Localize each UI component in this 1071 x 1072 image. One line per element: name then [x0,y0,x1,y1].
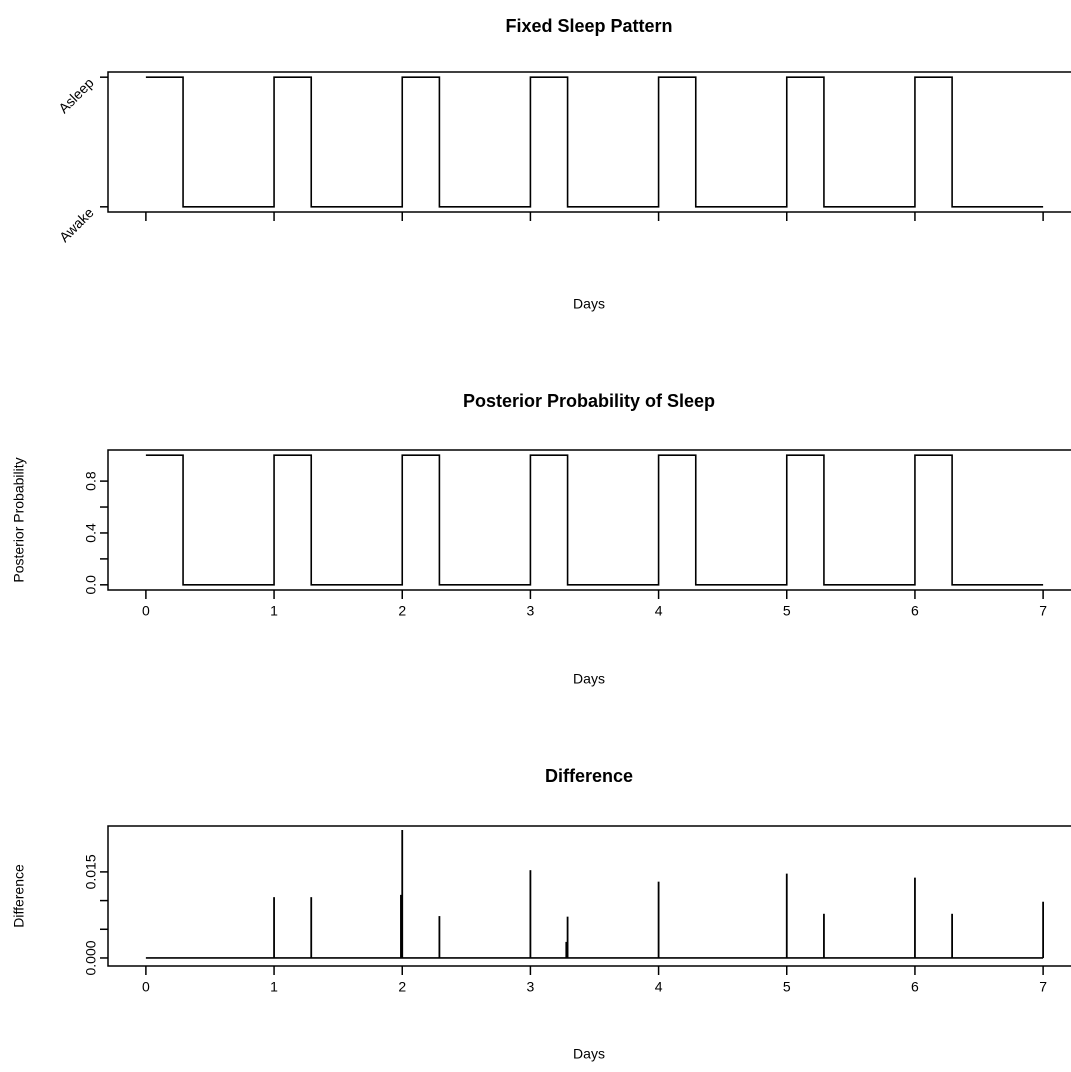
y-tick-label: 0.4 [83,523,99,543]
chart-title: Fixed Sleep Pattern [505,16,672,36]
y-tick-label: 0.0 [83,575,99,595]
y-axis-label: Difference [11,864,27,928]
x-axis-label: Days [573,671,605,687]
x-tick-label: 3 [527,979,535,995]
x-tick-label: 2 [398,603,406,619]
x-tick-label: 7 [1039,603,1047,619]
y-axis-label: Posterior Probability [11,457,27,582]
chart-title: Posterior Probability of Sleep [463,391,715,411]
x-tick-label: 4 [655,979,663,995]
step-line [145,454,1044,586]
plot-frame [107,71,1071,213]
x-axis-label: Days [573,1046,605,1062]
x-tick-label: 0 [142,603,150,619]
chart-title: Difference [545,766,633,786]
x-tick-label: 6 [911,979,919,995]
y-tick-label: 0.015 [83,854,99,889]
x-tick-label: 4 [655,603,663,619]
x-tick-label: 5 [783,979,791,995]
x-tick-label: 5 [783,603,791,619]
plot-frame [107,825,1071,967]
plot-frame [107,449,1071,591]
x-tick-label: 2 [398,979,406,995]
x-axis-label: Days [573,296,605,312]
x-tick-label: 1 [270,603,278,619]
y-tick-label: 0.000 [83,940,99,975]
y-tick-label: Asleep [55,74,97,116]
x-tick-label: 1 [270,979,278,995]
y-tick-label: 0.8 [83,471,99,491]
x-tick-label: 7 [1039,979,1047,995]
x-tick-label: 3 [527,603,535,619]
x-tick-label: 0 [142,979,150,995]
x-tick-label: 6 [911,603,919,619]
step-line [145,76,1044,208]
y-tick-label: Awake [56,204,97,245]
